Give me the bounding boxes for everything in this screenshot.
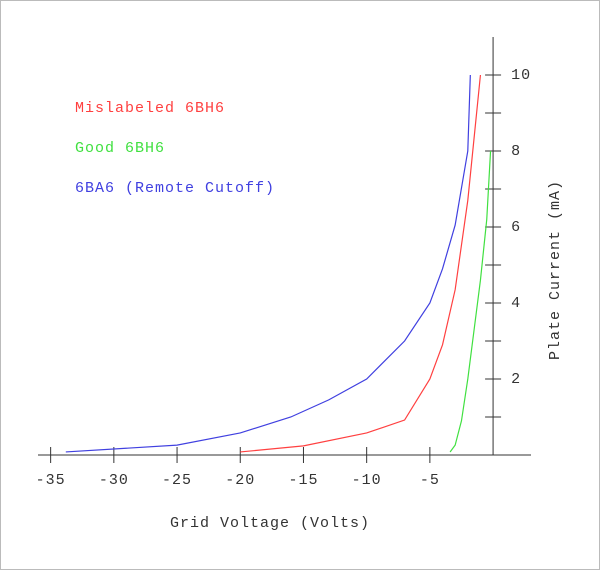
- y-tick-label: 8: [511, 143, 521, 160]
- series-line: [65, 74, 471, 453]
- legend-entry: Mislabeled 6BH6: [75, 100, 225, 117]
- series-line: [240, 74, 482, 453]
- x-tick-label: -15: [288, 472, 318, 489]
- y-tick-label: 2: [511, 371, 521, 388]
- y-tick-label: 10: [511, 67, 531, 84]
- legend-entry: 6BA6 (Remote Cutoff): [75, 180, 275, 197]
- legend-entry: Good 6BH6: [75, 140, 165, 157]
- x-tick-label: -25: [162, 472, 192, 489]
- x-tick-label: -5: [420, 472, 440, 489]
- x-tick-label: -35: [36, 472, 66, 489]
- y-axis-label: Plate Current (mA): [547, 180, 564, 360]
- y-tick-label: 4: [511, 295, 521, 312]
- series-line: [449, 150, 492, 453]
- x-axis-label: Grid Voltage (Volts): [170, 515, 370, 532]
- x-tick-label: -10: [352, 472, 382, 489]
- x-tick-label: -20: [225, 472, 255, 489]
- y-tick-label: 6: [511, 219, 521, 236]
- x-tick-label: -30: [99, 472, 129, 489]
